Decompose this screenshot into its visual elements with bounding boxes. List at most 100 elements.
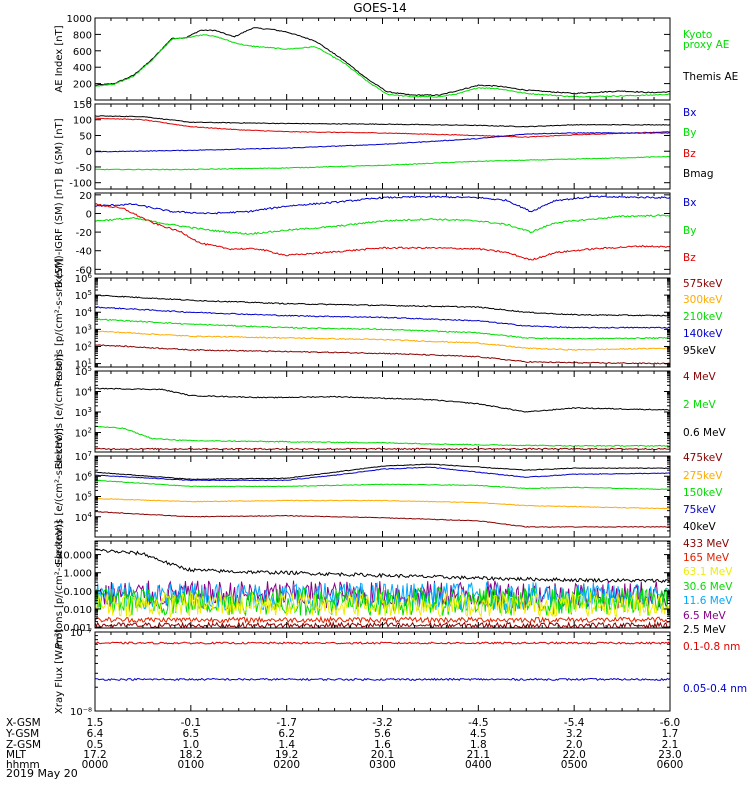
ytick-label-bigrf-2: -20 [76, 228, 92, 239]
ytick-label-bsm-2: 0 [86, 147, 92, 158]
legend-bigrf-1: By [683, 225, 696, 237]
series-bsm-2 [95, 132, 670, 153]
legend-protons_hi-1: 165 MeV [683, 552, 730, 564]
legend-bsm-0: Bx [683, 107, 696, 119]
series-electrons_hi-1 [95, 425, 670, 447]
time-cell-4-1: 4.5 [470, 728, 487, 740]
time-cell-3-1: 5.6 [374, 728, 391, 740]
ytick-label-protons_lo-4: 104 [75, 306, 93, 319]
ytick-label-bigrf-3: 0 [86, 209, 92, 220]
time-cell-0-3: 17.2 [83, 749, 106, 761]
legend-electrons_hi-0: 4 MeV [683, 371, 717, 383]
series-bsm-1 [95, 117, 670, 138]
legend-electrons_hi-2: 0.6 MeV [683, 427, 727, 439]
legend-electrons_lo-0: 475keV [683, 452, 723, 464]
ytick-label-ae-0: 0 [86, 96, 92, 107]
time-cell-6-3: 23.0 [658, 749, 681, 761]
series-protons_lo-0 [95, 294, 670, 317]
series-protons_lo-1 [95, 306, 670, 329]
ytick-label-protons_lo-2: 102 [75, 340, 92, 353]
legend-bigrf-0: Bx [683, 197, 696, 209]
time-cell-0-1: 6.4 [87, 728, 104, 740]
series-bsm-0 [95, 115, 670, 128]
ytick-label-electrons_lo-1: 105 [75, 491, 92, 504]
time-cell-2-0: -1.7 [276, 717, 297, 729]
ytick-label-electrons_lo-2: 106 [75, 470, 93, 483]
series-ae-1 [95, 34, 670, 98]
ytick-label-bigrf-0: -60 [76, 265, 92, 276]
chart-title: GOES-14 [353, 1, 407, 15]
series-protons_hi-4 [95, 591, 670, 619]
legend-protons_hi-4: 11.6 MeV [683, 595, 733, 607]
ytick-label-electrons_hi-3: 105 [75, 365, 92, 378]
ytick-label-bsm-4: 100 [73, 116, 92, 127]
legend-ae-2: Themis AE [682, 71, 738, 83]
series-electrons_lo-0 [95, 463, 670, 480]
time-cell-4-0: -4.5 [468, 717, 489, 729]
ytick-label-protons_hi-2: 0.100 [63, 587, 92, 598]
legend-protons_hi-5: 6.5 MeV [683, 610, 727, 622]
time-cell-3-3: 20.1 [371, 749, 394, 761]
legend-protons_lo-1: 300keV [683, 294, 723, 306]
panel-frame-xray [94, 631, 671, 712]
time-cell-5-4: 0500 [561, 759, 588, 771]
time-cell-2-1: 6.2 [278, 728, 295, 740]
ytick-label-ae-3: 600 [73, 47, 92, 58]
ytick-label-bigrf-4: 20 [79, 191, 92, 202]
ytick-label-bsm-1: -50 [76, 163, 92, 174]
time-row-label-0: X-GSM [6, 717, 41, 729]
legend-protons_hi-3: 30.6 MeV [683, 581, 733, 593]
time-cell-5-2: 2.0 [566, 739, 583, 751]
ytick-label-protons_hi-4: 10.000 [57, 551, 92, 562]
time-row-label-4: hhmm [6, 759, 40, 771]
ylabel-bigrf: B (SM)-IGRF (SM) [nT] [54, 179, 65, 288]
legend-protons_lo-0: 575keV [683, 278, 723, 290]
series-electrons_lo-1 [95, 466, 670, 482]
time-cell-0-0: 1.5 [87, 717, 104, 729]
ytick-label-electrons_lo-0: 104 [75, 511, 93, 524]
ytick-label-protons_lo-3: 103 [75, 323, 92, 336]
ytick-label-ae-2: 400 [73, 63, 92, 74]
legend-xray-0: 0.1-0.8 nm [683, 641, 740, 653]
legend-protons_hi-6: 2.5 MeV [683, 624, 727, 636]
ytick-label-ae-5: 1000 [67, 14, 92, 25]
time-cell-4-3: 21.1 [467, 749, 490, 761]
ytick-label-xray-1: 10⁻⁷ [70, 628, 92, 639]
time-cell-5-3: 22.0 [562, 749, 585, 761]
time-cell-1-2: 1.0 [182, 739, 199, 751]
panel-frame-electrons_hi [94, 370, 671, 453]
ylabel-protons_hi: Protons [p/(cm²-s-sr-keV)] [54, 520, 65, 648]
legend-electrons_hi-1: 2 MeV [683, 399, 717, 411]
time-cell-0-4: 0000 [82, 759, 109, 771]
time-cell-1-1: 6.5 [182, 728, 199, 740]
series-electrons_lo-3 [95, 497, 670, 510]
legend-bsm-2: Bz [683, 148, 696, 160]
time-cell-0-2: 0.5 [87, 739, 104, 751]
series-electrons_hi-0 [95, 387, 670, 413]
legend-ae-1: proxy AE [683, 39, 729, 51]
time-cell-6-2: 2.1 [662, 739, 679, 751]
time-row-label-2: Z-GSM [6, 739, 41, 751]
ytick-label-bsm-5: 150 [73, 100, 92, 111]
time-cell-5-0: -5.4 [564, 717, 585, 729]
time-cell-6-1: 1.7 [662, 728, 679, 740]
time-cell-6-4: 0600 [657, 759, 684, 771]
time-cell-1-0: -0.1 [181, 717, 202, 729]
time-cell-4-4: 0400 [465, 759, 492, 771]
ylabel-ae: AE Index [nT] [54, 25, 65, 92]
ytick-label-protons_hi-3: 1.000 [63, 569, 92, 580]
panel-frame-bsm [94, 103, 671, 190]
legend-bsm-3: Bmag [683, 168, 714, 180]
panel-electrons_hi: 102 103 104 105 Electrons [e/(cm²-s-sr)] 4 Me… [54, 354, 727, 470]
time-cell-2-3: 19.2 [275, 749, 298, 761]
legend-electrons_lo-4: 40keV [683, 521, 717, 533]
legend-ae-0: Kyoto [683, 29, 712, 41]
ytick-label-protons_lo-5: 105 [75, 289, 92, 302]
series-ae-0 [95, 27, 670, 97]
ytick-label-xray-0: 10⁻⁸ [70, 707, 92, 718]
date-label: 2019 May 20 [6, 767, 78, 780]
ytick-label-electrons_hi-1: 103 [75, 406, 92, 419]
